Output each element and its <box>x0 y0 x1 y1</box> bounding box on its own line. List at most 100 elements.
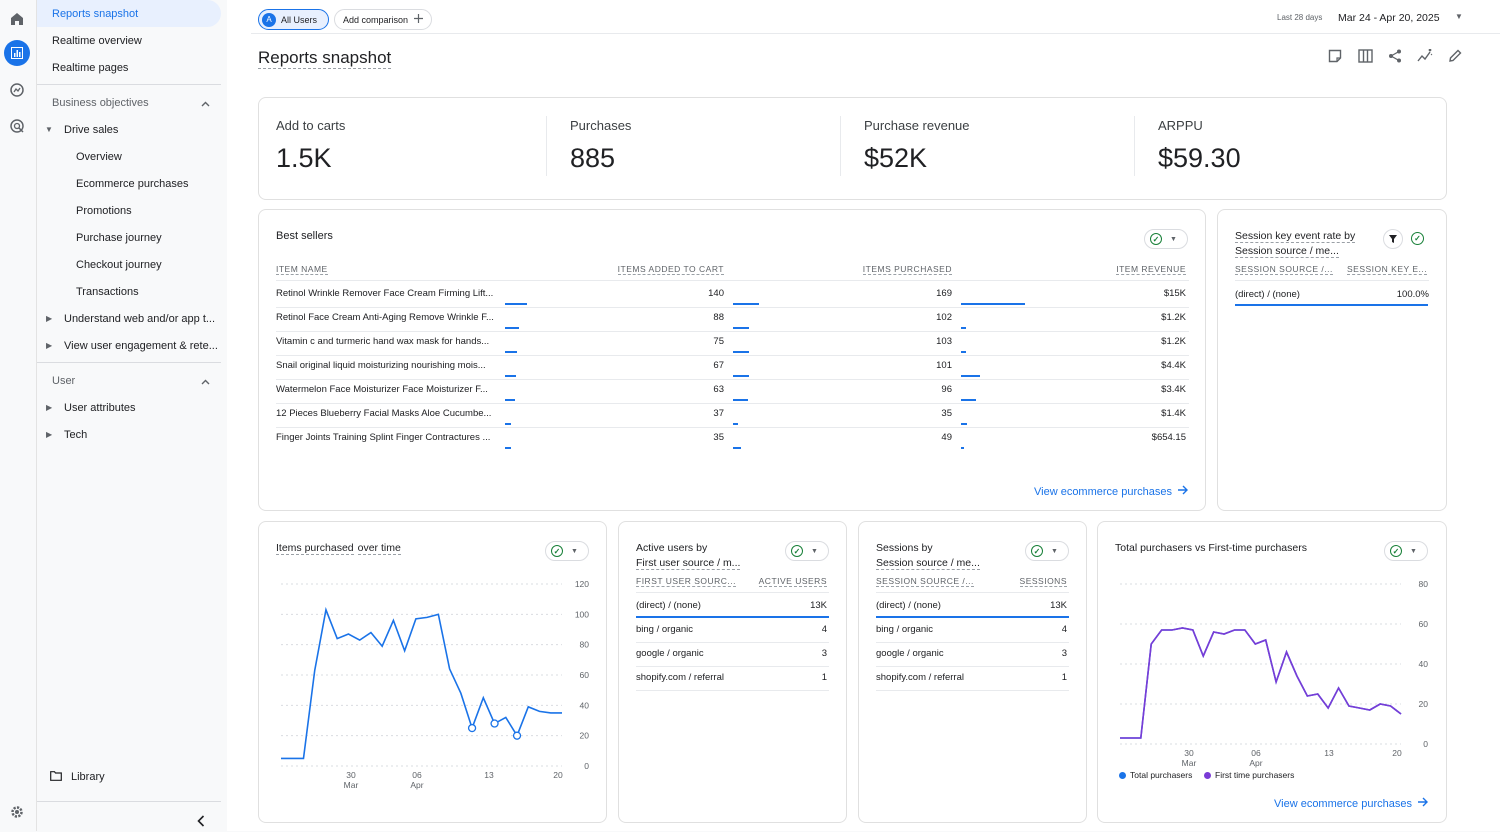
kpi-label[interactable]: Purchase revenue <box>864 118 970 133</box>
customize-report-icon[interactable] <box>1326 47 1344 65</box>
column-header[interactable]: SESSIONS <box>1019 576 1067 587</box>
source-cell[interactable]: shopify.com / referral <box>876 672 964 683</box>
series-line[interactable] <box>1120 627 1402 739</box>
item-name-cell[interactable]: Retinol Wrinkle Remover Face Cream Firmi… <box>276 288 494 299</box>
date-dropdown-icon[interactable]: ▼ <box>1455 12 1463 21</box>
column-header[interactable]: FIRST USER SOURC... <box>636 576 737 587</box>
page-title: Reports snapshot <box>258 48 392 69</box>
card-subtitle[interactable]: Session source / me... <box>876 557 980 570</box>
compare-icon[interactable] <box>1356 47 1374 65</box>
nav-engagement[interactable]: ▶ View user engagement & rete... <box>37 332 221 359</box>
check-circle-icon[interactable]: ✓ <box>1411 232 1424 245</box>
source-cell[interactable]: shopify.com / referral <box>636 672 724 683</box>
purchased-cell: 102 <box>936 312 952 323</box>
revenue-bar <box>961 351 967 353</box>
nav-tech[interactable]: ▶ Tech <box>37 421 221 448</box>
edit-icon[interactable] <box>1446 47 1464 65</box>
column-header[interactable]: ACTIVE USERS <box>758 576 827 587</box>
nav-understand[interactable]: ▶ Understand web and/or app t... <box>37 305 221 332</box>
item-name-cell[interactable]: Vitamin c and turmeric hand wax mask for… <box>276 336 490 347</box>
link-label: View ecommerce purchases <box>1274 797 1412 810</box>
anomaly-marker[interactable] <box>467 723 477 733</box>
kpi-label[interactable]: ARPPU <box>1158 118 1203 133</box>
kpi-label[interactable]: Add to carts <box>276 118 346 133</box>
view-ecommerce-purchases-link[interactable]: View ecommerce purchases <box>1274 797 1428 810</box>
filter-icon[interactable] <box>1383 229 1403 249</box>
plus-icon <box>414 14 424 25</box>
dimension-label[interactable]: over time <box>357 542 401 555</box>
nav-section-user[interactable]: User <box>37 367 221 394</box>
item-name-cell[interactable]: Snail original liquid moisturizing nouri… <box>276 360 486 371</box>
home-icon[interactable] <box>4 6 30 32</box>
x-tick-label: 06 <box>1251 748 1261 758</box>
data-quality-dropdown[interactable]: ✓ ▼ <box>1384 541 1428 561</box>
insights-icon[interactable] <box>1416 47 1434 65</box>
nav-realtime-overview[interactable]: Realtime overview <box>37 27 221 54</box>
item-name-cell[interactable]: Retinol Face Cream Anti-Aging Remove Wri… <box>276 312 494 323</box>
left-rail <box>0 0 37 831</box>
nav-promotions[interactable]: Promotions <box>37 197 221 224</box>
y-tick-label: 40 <box>580 700 590 710</box>
cart-bar <box>505 351 517 353</box>
data-quality-dropdown[interactable]: ✓ ▼ <box>1025 541 1069 561</box>
column-header[interactable]: ITEM REVENUE <box>1116 264 1186 275</box>
y-tick-label: 60 <box>580 670 590 680</box>
add-comparison-button[interactable]: Add comparison <box>334 9 433 30</box>
data-quality-dropdown[interactable]: ✓ ▼ <box>1144 229 1188 249</box>
nav-reports-snapshot[interactable]: Reports snapshot <box>37 0 221 27</box>
column-header[interactable]: ITEMS ADDED TO CART <box>617 264 724 275</box>
view-ecommerce-purchases-link[interactable]: View ecommerce purchases <box>1034 485 1188 498</box>
date-range-selector[interactable]: Mar 24 - Apr 20, 2025 <box>1338 12 1440 24</box>
data-quality-dropdown[interactable]: ✓ ▼ <box>785 541 829 561</box>
nav-library[interactable]: Library <box>37 763 221 790</box>
cart-cell: 75 <box>713 336 724 347</box>
nav-overview[interactable]: Overview <box>37 143 221 170</box>
item-name-cell[interactable]: 12 Pieces Blueberry Facial Masks Aloe Cu… <box>276 408 492 419</box>
card-title: Items purchased over time <box>276 542 401 555</box>
all-users-chip[interactable]: A All Users <box>258 9 329 30</box>
kpi-label[interactable]: Purchases <box>570 118 632 133</box>
card-subtitle[interactable]: First user source / m... <box>636 557 741 570</box>
explore-icon[interactable] <box>4 77 30 103</box>
settings-icon[interactable] <box>4 799 30 825</box>
item-name-cell[interactable]: Finger Joints Training Splint Finger Con… <box>276 432 491 443</box>
nav-ecommerce-purchases[interactable]: Ecommerce purchases <box>37 170 221 197</box>
nav-section-business-objectives[interactable]: Business objectives <box>37 89 221 116</box>
nav-drive-sales[interactable]: ▼ Drive sales <box>37 116 221 143</box>
legend-item[interactable]: Total purchasers <box>1119 770 1192 780</box>
series-line[interactable] <box>1120 627 1402 739</box>
caret-down-icon: ▼ <box>45 125 53 134</box>
nav-purchase-journey[interactable]: Purchase journey <box>37 224 221 251</box>
source-cell[interactable]: bing / organic <box>636 624 694 635</box>
nav-transactions[interactable]: Transactions <box>37 278 221 305</box>
anomaly-marker[interactable] <box>512 731 522 740</box>
source-cell[interactable]: bing / organic <box>876 624 934 635</box>
reports-icon[interactable] <box>4 40 30 66</box>
source-cell[interactable]: (direct) / (none) <box>876 600 941 611</box>
item-name-cell[interactable]: Watermelon Face Moisturizer Face Moistur… <box>276 384 488 395</box>
x-tick-label: 30 <box>346 770 356 780</box>
anomaly-marker[interactable] <box>490 719 499 728</box>
column-header[interactable]: SESSION SOURCE /... <box>876 576 974 587</box>
source-cell[interactable]: google / organic <box>876 648 944 659</box>
nav-checkout-journey[interactable]: Checkout journey <box>37 251 221 278</box>
advertising-icon[interactable] <box>4 113 30 139</box>
header-divider <box>1235 280 1429 281</box>
cart-cell: 67 <box>713 360 724 371</box>
source-cell[interactable]: (direct) / (none) <box>636 600 701 611</box>
collapse-nav-icon[interactable] <box>197 814 205 832</box>
caret-right-icon: ▶ <box>46 314 53 323</box>
cart-cell: 140 <box>708 288 724 299</box>
source-cell[interactable]: google / organic <box>636 648 704 659</box>
legend-item[interactable]: First time purchasers <box>1204 770 1294 780</box>
purchased-bar <box>733 303 759 305</box>
data-quality-dropdown[interactable]: ✓ ▼ <box>545 541 589 561</box>
column-header[interactable]: ITEMS PURCHASED <box>862 264 952 275</box>
column-header[interactable]: SESSION KEY E... <box>1347 264 1428 275</box>
share-icon[interactable] <box>1386 47 1404 65</box>
metric-label[interactable]: Items purchased <box>276 542 354 555</box>
column-header[interactable]: ITEM NAME <box>276 264 328 275</box>
nav-realtime-pages[interactable]: Realtime pages <box>37 54 221 81</box>
column-header[interactable]: SESSION SOURCE /... <box>1235 264 1333 275</box>
nav-user-attributes[interactable]: ▶ User attributes <box>37 394 221 421</box>
